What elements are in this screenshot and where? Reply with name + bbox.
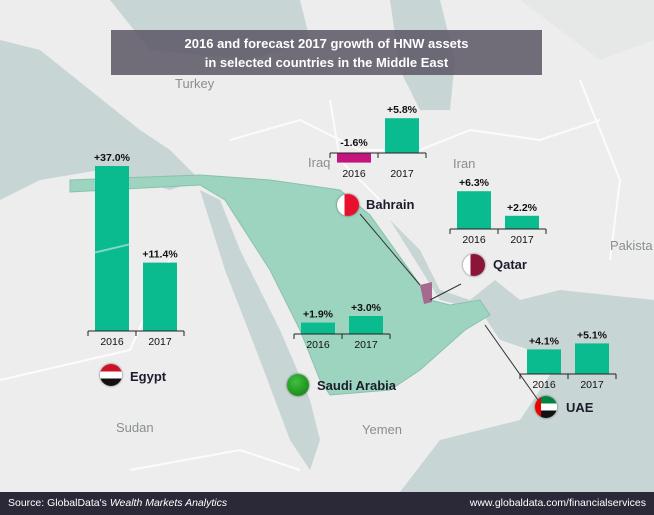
map-label-yemen: Yemen	[362, 422, 402, 437]
data-label: +3.0%	[351, 302, 382, 314]
country-label-egypt: Egypt	[130, 369, 167, 384]
bahrain-flag-icon	[337, 194, 359, 216]
map-label-turkey: Turkey	[175, 76, 215, 91]
bar-qatar-2016	[457, 191, 491, 229]
data-label: +2.2%	[507, 202, 538, 214]
qatar-leader-line	[429, 283, 462, 301]
year-tick-label: 2016	[100, 336, 124, 348]
year-tick-label: 2017	[148, 336, 172, 348]
uae-leader-line	[484, 324, 539, 401]
year-tick-label: 2016	[306, 339, 330, 351]
year-tick-label: 2017	[390, 168, 414, 180]
chart-uae: +4.1% 2016 +5.1% 2017	[519, 329, 617, 391]
arabian-sea	[390, 220, 654, 492]
source-note: Source: GlobalData's Wealth Markets Anal…	[8, 492, 227, 515]
highlighted-region	[69, 174, 491, 396]
egypt-flag-icon	[100, 364, 122, 386]
uae-flag-icon	[535, 396, 557, 418]
data-label: +5.8%	[387, 104, 418, 116]
bar-uae-2016	[527, 349, 561, 374]
axis-break-mark	[94, 243, 130, 254]
map-label-sudan: Sudan	[116, 420, 154, 435]
country-label-saudi-arabia: Saudi Arabia	[317, 378, 396, 393]
chart-bahrain: -1.6% 2016 +5.8% 2017	[329, 104, 427, 180]
bar-saudi-arabia-2016	[301, 322, 335, 334]
data-label: +11.4%	[142, 249, 178, 261]
map-label-iraq: Iraq	[308, 155, 331, 170]
bar-bahrain-2017	[385, 118, 419, 153]
country-label-bahrain: Bahrain	[366, 197, 415, 212]
map-label-iran: Iran	[453, 156, 476, 171]
year-tick-label: 2016	[342, 168, 366, 180]
data-label: +4.1%	[529, 335, 560, 347]
bar-qatar-2017	[505, 215, 539, 229]
source-name: Wealth Markets Analytics	[109, 497, 228, 509]
data-label: +6.3%	[459, 177, 490, 189]
year-tick-label: 2017	[580, 379, 604, 391]
chart-title: 2016 and forecast 2017 growth of HNW ass…	[111, 30, 542, 75]
saudi-arabia-flag-icon	[287, 374, 309, 396]
red-sea	[200, 190, 320, 470]
year-tick-label: 2017	[510, 234, 534, 246]
mediterranean-sea	[0, 40, 200, 200]
website-link[interactable]: www.globaldata.com/financialservices	[469, 497, 646, 509]
chart-qatar: +6.3% 2016 +2.2% 2017	[449, 177, 547, 246]
year-tick-label: 2016	[462, 234, 486, 246]
year-tick-label: 2016	[532, 379, 556, 391]
bar-charts: +37.0%2016+11.4%2017-1.6%2016+5.8%2017+6…	[87, 104, 617, 391]
country-label-qatar: Qatar	[493, 257, 527, 272]
year-tick-label: 2017	[354, 339, 378, 351]
title-line-2: in selected countries in the Middle East	[204, 55, 449, 70]
bar-uae-2017	[575, 343, 609, 374]
chart-egypt: +37.0% 2016 +11.4% 2017	[87, 152, 185, 348]
bar-bahrain-2016	[337, 153, 371, 163]
bar-egypt-2017	[143, 262, 177, 331]
map-label-pakistan: Pakista	[610, 238, 653, 253]
footer: Source: GlobalData's Wealth Markets Anal…	[0, 492, 654, 515]
chart-saudi-arabia: +1.9% 2016 +3.0% 2017	[293, 302, 391, 351]
country-label-uae: UAE	[566, 400, 594, 415]
bar-saudi-arabia-2017	[349, 316, 383, 334]
data-label: -1.6%	[340, 137, 368, 149]
qatar-highlight	[420, 282, 432, 304]
title-line-1: 2016 and forecast 2017 growth of HNW ass…	[184, 36, 469, 51]
source-prefix: Source: GlobalData's	[8, 497, 110, 509]
data-label: +5.1%	[577, 329, 608, 341]
qatar-flag-icon	[463, 254, 485, 276]
data-label: +1.9%	[303, 309, 334, 321]
bahrain-leader-line	[359, 213, 421, 286]
data-label: +37.0%	[94, 152, 131, 164]
